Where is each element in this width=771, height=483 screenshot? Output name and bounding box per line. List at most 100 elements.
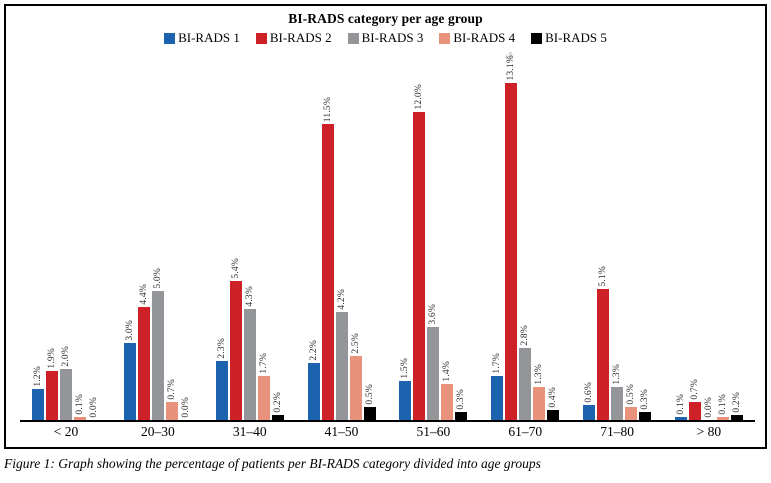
x-axis-labels: < 20 20–30 31–40 41–50 51–60 61–70 71–80 > 80 (20, 422, 755, 440)
bar-bi-rads-3 (60, 369, 72, 420)
bar-value-label: 0.0% (703, 397, 714, 418)
bar-value-label: 5.1% (598, 266, 609, 287)
bar-value-label: 0.1% (717, 394, 728, 415)
x-axis-label: > 80 (696, 424, 722, 439)
legend-item-4: BI-RADS 4 (439, 30, 515, 46)
bar-group->80: 0.1% 0.7% 0.0% 0.1% 0.2% (674, 379, 743, 420)
bar-bi-rads-4 (257, 376, 270, 420)
bar-value-label: 1.4% (442, 361, 453, 382)
bar-wrap: 0.1% (74, 394, 86, 420)
chart-title: BI-RADS category per age group (288, 11, 483, 26)
bar-wrap: 3.0% (123, 320, 136, 420)
bar-value-label: 12.0% (414, 84, 425, 110)
bar-wrap: 0.5% (625, 384, 638, 420)
bar-bi-rads-3 (335, 312, 348, 420)
bar-value-label: 0.5% (626, 384, 637, 405)
legend-item-1: BI-RADS 1 (164, 30, 240, 46)
bar-bi-rads-4 (441, 384, 454, 420)
bar-bi-rads-3 (427, 327, 440, 420)
bar-wrap: 0.4% (547, 387, 560, 420)
bar-bi-rads-5 (730, 415, 743, 420)
bar-wrap: 0.3% (639, 389, 652, 420)
bar-wrap: 0.2% (730, 392, 743, 420)
bar-value-label: 0.2% (272, 392, 283, 413)
chart-panel: BI-RADS category per age group BI-RADS 1… (4, 4, 767, 449)
bar-bi-rads-2 (321, 124, 334, 420)
legend-swatch-icon (439, 32, 451, 44)
bar-bi-rads-4 (74, 417, 86, 420)
figure-caption: Figure 1: Graph showing the percentage o… (4, 456, 541, 471)
bar-bi-rads-2 (597, 289, 610, 420)
legend-item-3: BI-RADS 3 (347, 30, 424, 46)
legend-swatch-icon (531, 32, 543, 44)
bar-bi-rads-1 (583, 405, 596, 420)
legend-label: BI-RADS 1 (178, 30, 240, 45)
legend-label: BI-RADS 3 (361, 30, 424, 45)
bar-wrap: 0.7% (688, 379, 701, 420)
bar-wrap: 0.6% (583, 382, 596, 420)
bar-wrap: 0.0% (88, 397, 100, 420)
bar-bi-rads-2 (229, 281, 242, 420)
bar-value-label: 4.2% (336, 289, 347, 310)
bar-bi-rads-2 (413, 112, 426, 420)
bar-wrap: 2.2% (307, 340, 320, 420)
bar-value-label: 0.1% (75, 394, 85, 415)
bar-wrap: 13.1% (505, 55, 518, 420)
x-axis-label: 51–60 (416, 424, 451, 439)
bar-bi-rads-4 (533, 387, 546, 420)
bar-wrap: 1.3% (611, 364, 624, 420)
bar-value-label: 13.1% (506, 55, 517, 81)
bar-wrap: 0.2% (271, 392, 284, 420)
bar-value-label: 0.1% (675, 394, 686, 415)
bar-wrap: 4.4% (137, 284, 150, 420)
bar-wrap: 5.1% (597, 266, 610, 420)
bar-value-label: 1.7% (258, 353, 269, 374)
bar-value-label: 5.4% (230, 258, 241, 279)
bar-wrap: 1.7% (491, 353, 504, 420)
bar-value-label: 3.0% (124, 320, 135, 341)
bar-bi-rads-2 (505, 83, 518, 420)
bar-value-label: 4.3% (244, 286, 255, 307)
bar-value-label: 5.0% (152, 268, 163, 289)
bar-value-label: 2.3% (216, 338, 227, 359)
bar-bi-rads-4 (625, 407, 638, 420)
bar-wrap: 1.9% (46, 348, 58, 420)
bar-bi-rads-1 (491, 376, 504, 420)
bar-group-71–80: 0.6% 5.1% 1.3% 0.5% 0.3% (583, 266, 652, 420)
x-axis-label: 31–40 (232, 424, 267, 439)
legend-swatch-icon (164, 32, 176, 44)
plot-area: 1.2% 1.9% 2.0% 0.1% 0.0% 3.0% 4.4% 5.0% 0.7% 0.0%… (20, 48, 755, 422)
bar-wrap: 3.6% (427, 304, 440, 420)
bar-wrap: 2.8% (519, 325, 532, 420)
bar-wrap: 5.0% (151, 268, 164, 420)
bar-wrap: 5.4% (229, 258, 242, 420)
bar-value-label: 1.5% (400, 358, 411, 379)
legend-label: BI-RADS 2 (269, 30, 332, 45)
bar-wrap: 0.0% (703, 397, 715, 420)
bar-group-51–60: 1.5% 12.0% 3.6% 1.4% 0.3% (399, 84, 468, 420)
bar-wrap: 1.2% (32, 366, 44, 420)
bar-value-label: 1.9% (47, 348, 57, 369)
bar-wrap: 1.4% (441, 361, 454, 420)
legend-swatch-icon (347, 32, 359, 44)
bar-bi-rads-5 (363, 407, 376, 420)
bar-value-label: 1.7% (492, 353, 503, 374)
bar-bi-rads-4 (716, 417, 729, 420)
bar-value-label: 1.3% (612, 364, 623, 385)
bar-wrap: 11.5% (321, 97, 334, 420)
bar-group-20–30: 3.0% 4.4% 5.0% 0.7% 0.0% (123, 268, 192, 420)
bar-bi-rads-4 (349, 356, 362, 420)
bar-bi-rads-3 (519, 348, 532, 420)
bar-bi-rads-1 (399, 381, 412, 420)
bar-wrap: 4.2% (335, 289, 348, 420)
bar-wrap: 12.0% (413, 84, 426, 420)
bar-bi-rads-1 (32, 389, 44, 420)
bar-value-label: 3.6% (428, 304, 439, 325)
bar-bi-rads-5 (639, 412, 652, 420)
bar-bi-rads-1 (215, 361, 228, 420)
bar-wrap: 1.3% (533, 364, 546, 420)
bar-group-41–50: 2.2% 11.5% 4.2% 2.5% 0.5% (307, 97, 376, 420)
bar-value-label: 0.4% (548, 387, 559, 408)
bar-bi-rads-5 (271, 415, 284, 420)
